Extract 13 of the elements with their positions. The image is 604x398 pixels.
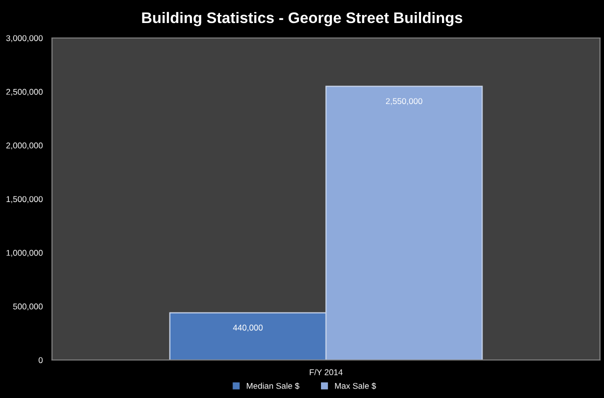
legend-label: Max Sale $ <box>335 382 376 390</box>
data-label: 2,550,000 <box>386 98 422 106</box>
x-tick-label: F/Y 2014 <box>310 369 343 376</box>
legend-label: Median Sale $ <box>246 382 300 390</box>
chart-title: Building Statistics - George Street Buildings <box>142 12 462 26</box>
y-tick-label: 3,000,000 <box>6 35 43 42</box>
data-label: 440,000 <box>233 324 263 332</box>
y-tick-label: 1,000,000 <box>6 250 43 257</box>
y-tick-label: 1,500,000 <box>6 196 43 204</box>
y-tick-label: 500,000 <box>13 304 43 310</box>
y-tick-label: 0 <box>38 357 43 364</box>
y-tick-label: 2,000,000 <box>6 142 43 150</box>
y-tick-label: 2,500,000 <box>6 88 43 96</box>
